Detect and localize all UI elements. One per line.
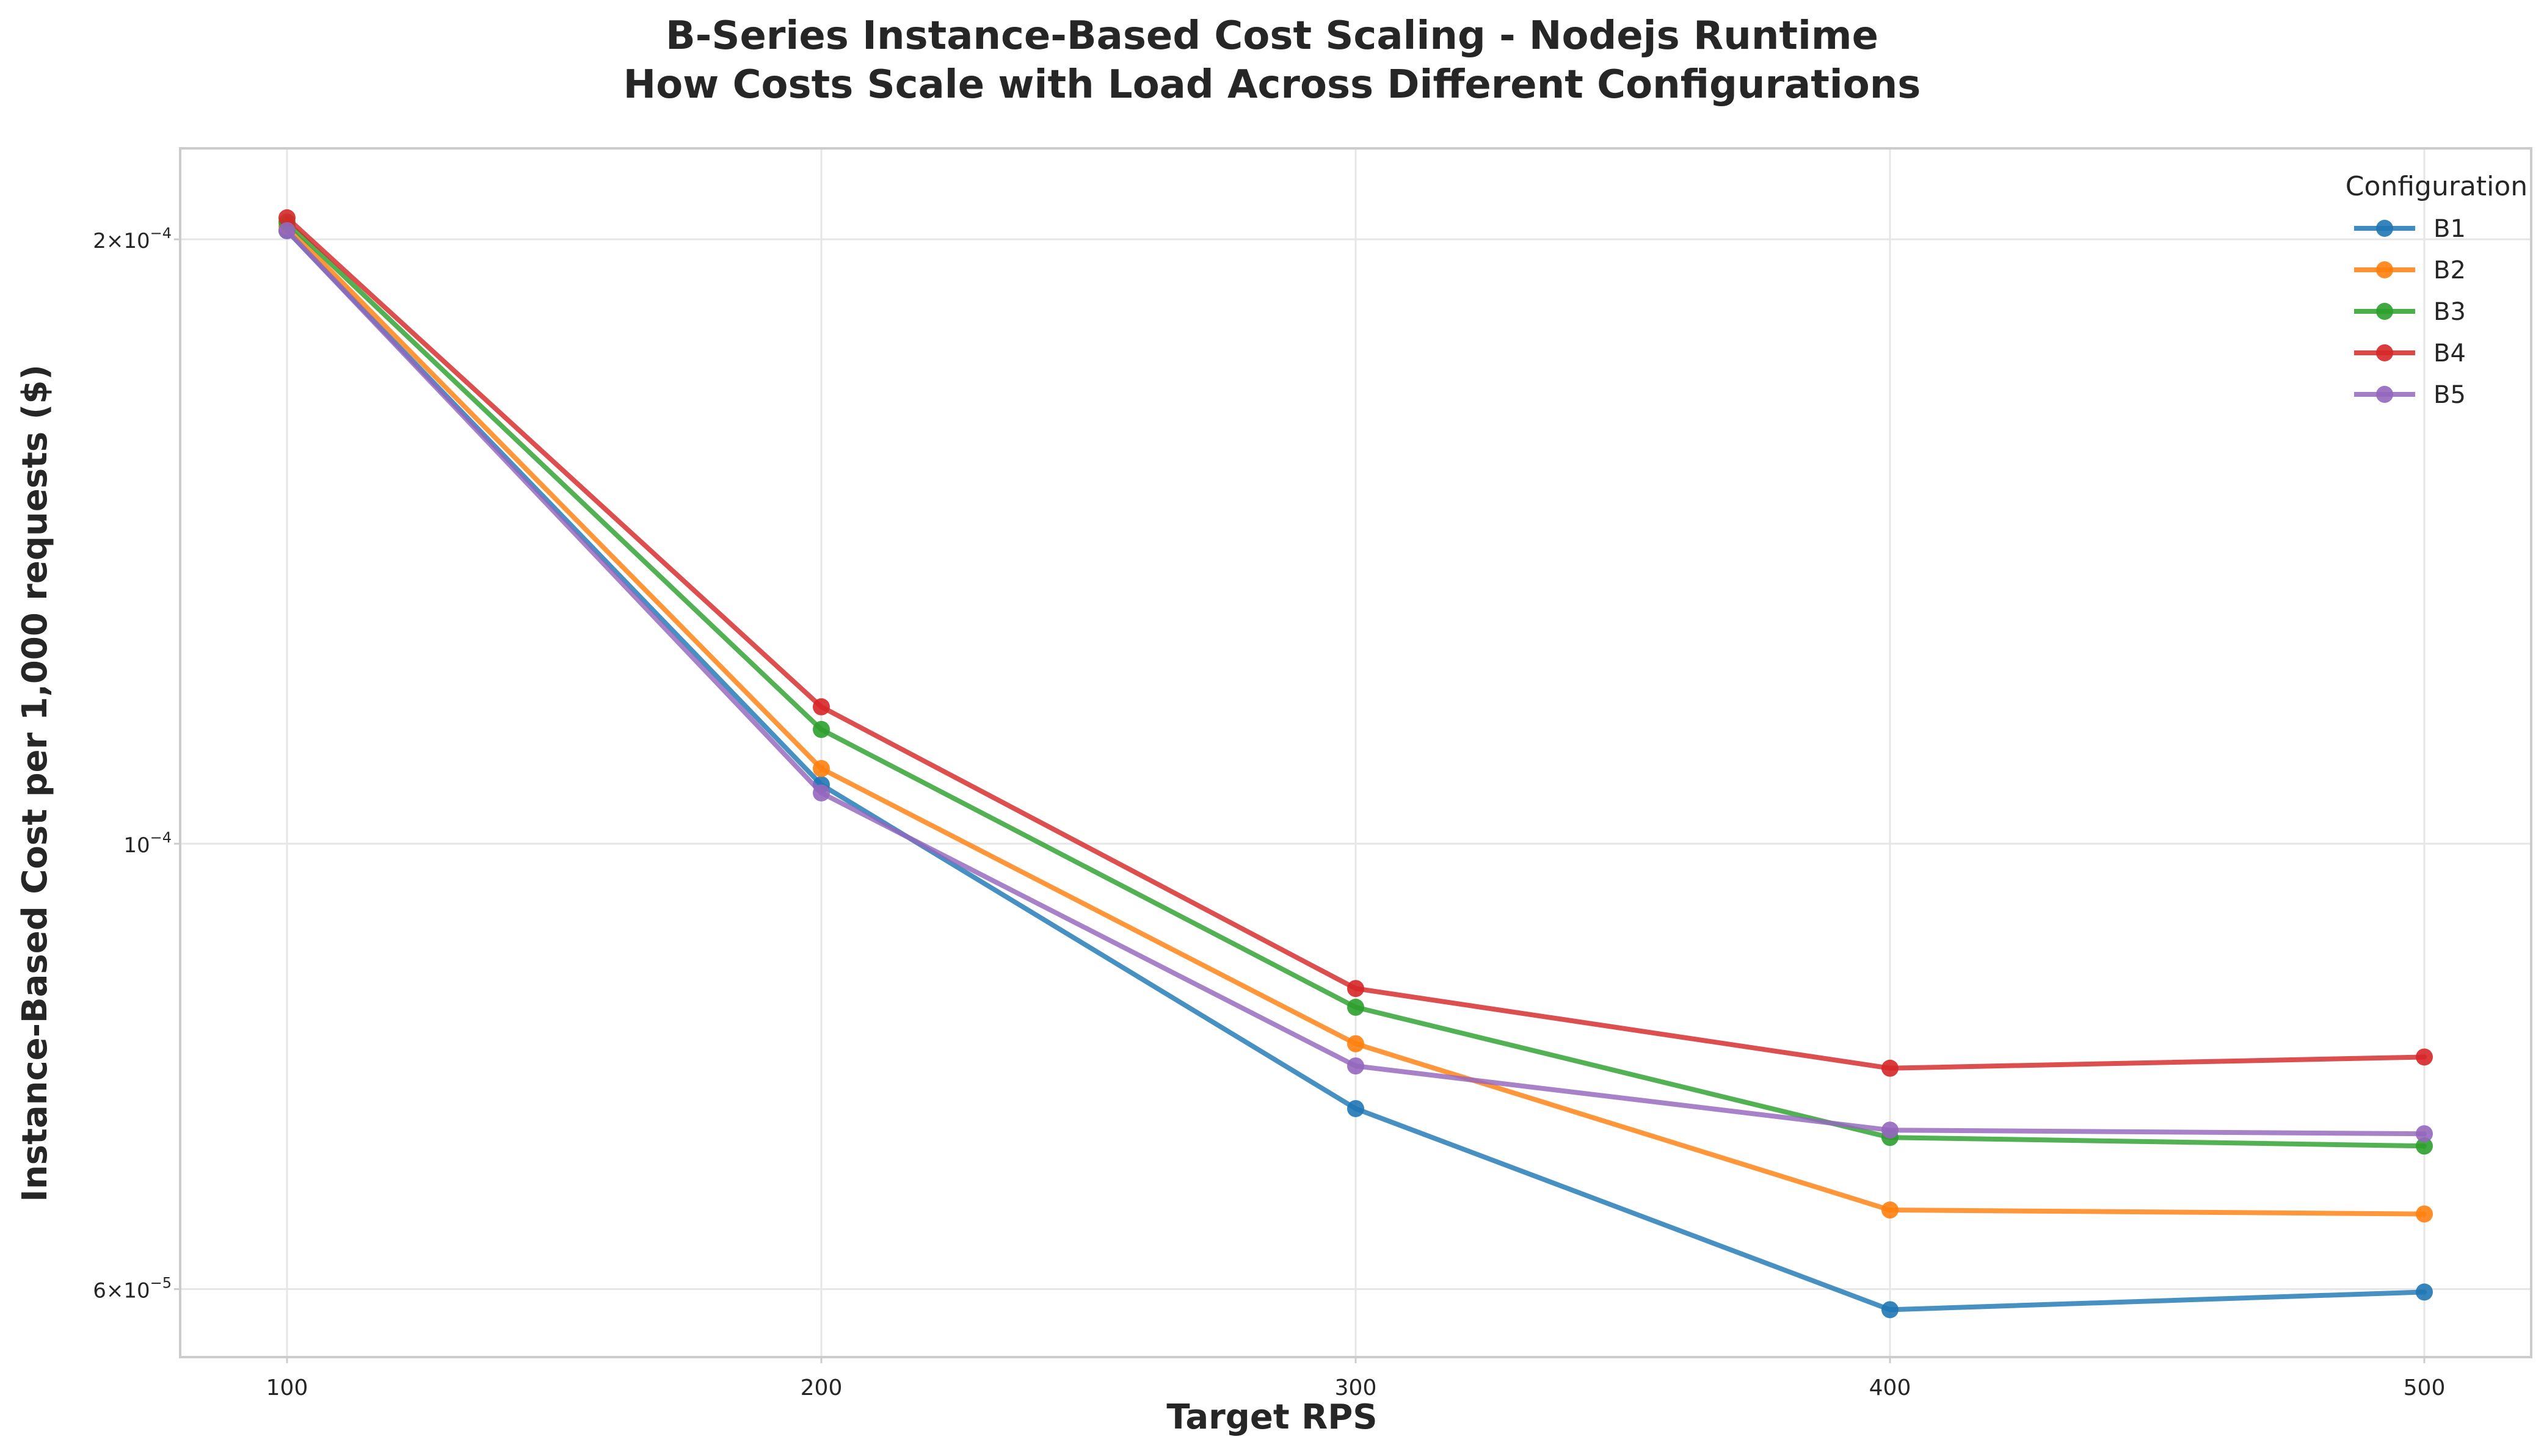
data-point-b4 xyxy=(1347,980,1364,998)
x-tick-label: 300 xyxy=(1335,1375,1377,1400)
plot-frame xyxy=(179,147,2532,1358)
y-tick-exponent: −4 xyxy=(150,829,172,846)
legend-swatch-marker xyxy=(2376,303,2393,320)
legend: Configuration B1 B2 B3 B4 B5 xyxy=(2346,171,2528,409)
legend-label: B1 xyxy=(2433,215,2466,243)
data-point-b3 xyxy=(1347,998,1364,1016)
data-point-b2 xyxy=(2416,1205,2433,1223)
legend-title: Configuration xyxy=(2346,171,2528,202)
y-tick-label: 10−4 xyxy=(123,829,172,858)
data-point-b1 xyxy=(1881,1301,1899,1319)
legend-swatch-marker xyxy=(2376,220,2393,237)
data-point-b4 xyxy=(1881,1059,1899,1077)
legend-label: B3 xyxy=(2433,298,2466,326)
series-layer xyxy=(278,209,2433,1319)
data-point-b3 xyxy=(813,720,830,738)
legend-label: B5 xyxy=(2433,381,2466,409)
y-tick-exponent: −5 xyxy=(150,1275,172,1292)
data-point-b3 xyxy=(2416,1137,2433,1155)
x-axis-label: Target RPS xyxy=(1166,1397,1377,1437)
legend-label: B2 xyxy=(2433,256,2466,284)
legend-swatch-marker xyxy=(2376,386,2393,403)
y-tick-base: 10 xyxy=(123,833,150,858)
legend-label: B4 xyxy=(2433,339,2466,368)
data-point-b4 xyxy=(813,698,830,715)
y-tick-exponent: −4 xyxy=(150,225,172,242)
x-tick-label: 400 xyxy=(1869,1375,1911,1400)
data-point-b5 xyxy=(813,784,830,802)
data-point-b5 xyxy=(1347,1057,1364,1075)
series-b5 xyxy=(278,222,2433,1143)
chart-subtitle: How Costs Scale with Load Across Differe… xyxy=(623,62,1921,107)
y-tick-base: 6×10 xyxy=(93,1279,150,1303)
data-point-b1 xyxy=(2416,1283,2433,1301)
y-tick-label: 2×10−4 xyxy=(93,225,172,253)
data-point-b2 xyxy=(813,759,830,777)
data-point-b5 xyxy=(2416,1125,2433,1143)
y-tick-base: 2×10 xyxy=(93,229,150,253)
data-point-b1 xyxy=(1347,1099,1364,1117)
legend-swatch-marker xyxy=(2376,261,2393,278)
x-tick-label: 200 xyxy=(801,1375,843,1400)
y-tick-label: 6×10−5 xyxy=(93,1275,172,1303)
series-b4 xyxy=(278,209,2433,1077)
y-axis-label: Instance-Based Cost per 1,000 requests (… xyxy=(15,364,55,1202)
data-point-b2 xyxy=(1347,1035,1364,1052)
data-point-b2 xyxy=(1881,1201,1899,1219)
data-point-b4 xyxy=(2416,1048,2433,1066)
x-tick-label: 100 xyxy=(266,1375,308,1400)
data-point-b5 xyxy=(1881,1121,1899,1139)
grid-lines xyxy=(180,148,2531,1357)
data-point-b4 xyxy=(278,209,296,226)
x-tick-label: 500 xyxy=(2404,1375,2446,1400)
data-point-b5 xyxy=(278,222,296,239)
legend-swatch-marker xyxy=(2376,344,2393,361)
chart-title: B-Series Instance-Based Cost Scaling - N… xyxy=(666,13,1878,59)
